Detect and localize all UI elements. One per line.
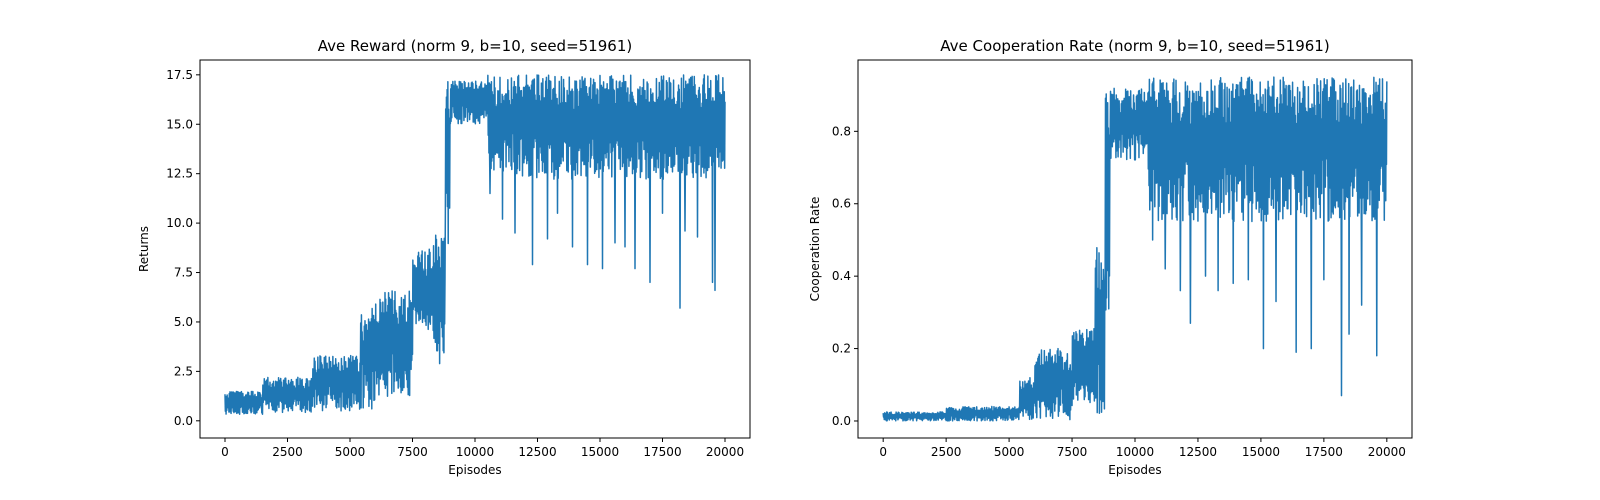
x-tick-label: 2500 xyxy=(931,445,962,459)
reward-chart-panel: Ave Reward (norm 9, b=10, seed=51961) 0 25… xyxy=(137,37,751,477)
y-tick-label: 0.6 xyxy=(832,197,851,211)
chart-title: Ave Reward (norm 9, b=10, seed=51961) xyxy=(318,37,632,55)
x-tick-label: 0 xyxy=(879,445,887,459)
y-tick-label: 10.0 xyxy=(166,216,193,230)
y-tick-label: 0.0 xyxy=(174,414,193,428)
y-tick-label: 15.0 xyxy=(166,117,193,131)
x-tick-label: 7500 xyxy=(1057,445,1088,459)
y-tick-label: 2.5 xyxy=(174,364,193,378)
x-tick-label: 2500 xyxy=(272,445,303,459)
x-tick-label: 5000 xyxy=(335,445,366,459)
x-tick-label: 10000 xyxy=(1116,445,1154,459)
y-axis-label: Returns xyxy=(137,226,151,272)
x-tick-label: 17500 xyxy=(1305,445,1343,459)
x-tick-label: 17500 xyxy=(643,445,681,459)
x-tick-label: 12500 xyxy=(518,445,556,459)
series-line xyxy=(224,74,726,415)
y-tick-label: 0.4 xyxy=(832,269,851,283)
x-tick-label: 5000 xyxy=(994,445,1025,459)
x-tick-label: 0 xyxy=(221,445,229,459)
y-axis-label: Cooperation Rate xyxy=(808,197,822,302)
y-tick-label: 5.0 xyxy=(174,315,193,329)
x-tick-label: 12500 xyxy=(1179,445,1217,459)
chart-title: Ave Cooperation Rate (norm 9, b=10, seed… xyxy=(940,37,1329,55)
x-axis-label: Episodes xyxy=(1108,463,1161,477)
y-tick-label: 7.5 xyxy=(174,266,193,280)
x-axis-label: Episodes xyxy=(448,463,501,477)
y-tick-label: 17.5 xyxy=(166,68,193,82)
x-tick-label: 20000 xyxy=(706,445,744,459)
y-tick-label: 0.0 xyxy=(832,414,851,428)
series-line xyxy=(882,76,1388,422)
y-tick-label: 0.8 xyxy=(832,124,851,138)
cooperation-chart-panel: Ave Cooperation Rate (norm 9, b=10, seed… xyxy=(808,37,1413,477)
x-tick-label: 7500 xyxy=(397,445,428,459)
x-tick-label: 20000 xyxy=(1368,445,1406,459)
x-tick-label: 15000 xyxy=(1242,445,1280,459)
x-tick-label: 15000 xyxy=(581,445,619,459)
y-tick-label: 0.2 xyxy=(832,342,851,356)
y-tick-label: 12.5 xyxy=(166,167,193,181)
x-tick-label: 10000 xyxy=(456,445,494,459)
